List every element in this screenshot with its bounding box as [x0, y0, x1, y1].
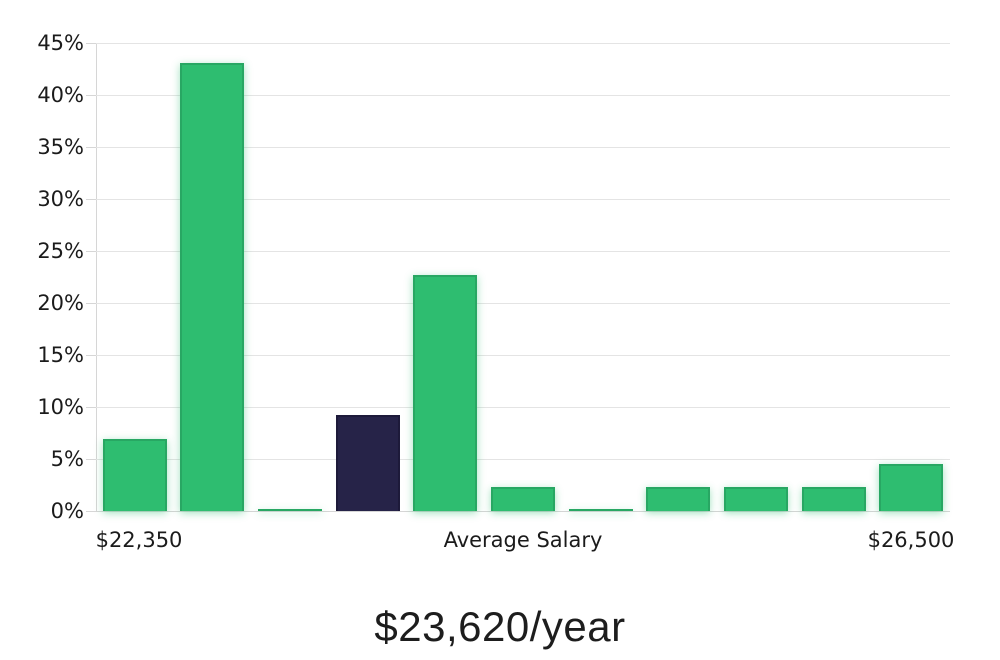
histogram-bar-8[interactable] [723, 487, 788, 511]
gridline-15pct [96, 355, 950, 356]
gridline-30pct [96, 199, 950, 200]
gridline-35pct [96, 147, 950, 148]
gridline-25pct [96, 251, 950, 252]
plot-area [96, 43, 950, 512]
y-tick-label-20pct: 20% [37, 291, 84, 315]
histogram-bar-10[interactable] [879, 464, 944, 511]
y-tick-mark-0pct [86, 511, 96, 512]
y-tick-mark-35pct [86, 147, 96, 148]
x-axis-label-max-salary: $26,500 [867, 528, 955, 552]
histogram-bar-5[interactable] [491, 487, 555, 511]
y-tick-label-30pct: 30% [37, 187, 84, 211]
y-tick-mark-10pct [86, 407, 96, 408]
histogram-bar-1[interactable] [180, 62, 245, 511]
gridline-0pct [96, 511, 950, 512]
y-tick-mark-5pct [86, 459, 96, 460]
histogram-bar-6[interactable] [568, 508, 633, 511]
x-axis-label-min-salary: $22,350 [95, 528, 183, 552]
y-tick-label-35pct: 35% [37, 135, 84, 159]
histogram-bar-9[interactable] [801, 487, 866, 511]
y-tick-label-40pct: 40% [37, 83, 84, 107]
y-tick-mark-40pct [86, 95, 96, 96]
y-tick-label-0pct: 0% [50, 499, 84, 523]
average-salary-bar[interactable] [335, 415, 400, 511]
gridline-10pct [96, 407, 950, 408]
average-salary-caption: $23,620/year [374, 603, 626, 650]
x-axis-label-average-salary: Average Salary [443, 528, 603, 552]
y-tick-mark-20pct [86, 303, 96, 304]
y-tick-label-25pct: 25% [37, 239, 84, 263]
histogram-bar-4[interactable] [413, 274, 478, 511]
gridline-45pct [96, 43, 950, 44]
y-tick-mark-45pct [86, 43, 96, 44]
y-tick-label-10pct: 10% [37, 395, 84, 419]
histogram-bar-7[interactable] [646, 487, 711, 511]
gridline-40pct [96, 95, 950, 96]
y-tick-label-45pct: 45% [37, 31, 84, 55]
y-tick-mark-25pct [86, 251, 96, 252]
gridline-20pct [96, 303, 950, 304]
y-axis-line [96, 43, 97, 512]
y-tick-label-5pct: 5% [50, 447, 84, 471]
y-tick-label-15pct: 15% [37, 343, 84, 367]
histogram-bar-2[interactable] [258, 508, 323, 511]
histogram-bar-0[interactable] [102, 439, 167, 511]
gridline-5pct [96, 459, 950, 460]
y-tick-mark-30pct [86, 199, 96, 200]
y-tick-mark-15pct [86, 355, 96, 356]
